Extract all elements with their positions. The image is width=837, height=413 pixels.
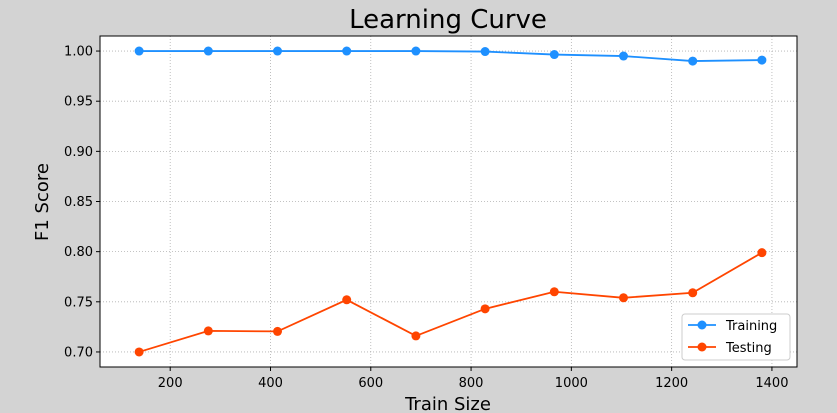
x-axis: 200 400 600 800 1000 1200 1400 <box>158 367 788 391</box>
y-tick-label: 0.85 <box>64 195 93 210</box>
testing-series <box>134 248 767 357</box>
x-tick-label: 800 <box>459 376 484 391</box>
training-point <box>757 55 767 65</box>
training-point <box>549 50 559 60</box>
testing-point <box>134 347 144 357</box>
training-point <box>342 46 352 56</box>
series-layer <box>134 46 767 357</box>
legend-testing-label: Testing <box>725 341 772 356</box>
y-tick-label: 1.00 <box>64 45 93 60</box>
training-point <box>273 46 283 56</box>
testing-point <box>619 293 629 303</box>
y-tick-label: 0.80 <box>64 245 93 260</box>
legend: Training Testing <box>681 313 791 361</box>
training-point <box>411 46 421 56</box>
training-point <box>480 47 490 57</box>
training-point <box>688 56 698 66</box>
testing-point <box>757 248 767 258</box>
testing-point <box>688 288 698 298</box>
training-series <box>134 46 767 66</box>
x-tick-label: 1000 <box>555 376 588 391</box>
legend-training-label: Training <box>725 319 777 334</box>
y-axis: 0.70 0.75 0.80 0.85 0.90 0.95 1.00 <box>64 45 100 360</box>
training-point <box>203 46 213 56</box>
testing-point <box>203 326 213 336</box>
y-tick-label: 0.95 <box>64 95 93 110</box>
y-tick-label: 0.90 <box>64 145 93 160</box>
testing-point <box>342 295 352 305</box>
testing-point <box>480 304 490 314</box>
training-point <box>619 51 629 61</box>
training-line <box>139 50 762 62</box>
x-tick-label: 600 <box>358 376 383 391</box>
x-tick-label: 400 <box>258 376 283 391</box>
y-tick-label: 0.70 <box>64 345 93 360</box>
training-point <box>134 46 144 56</box>
testing-point <box>411 331 421 341</box>
chart-title: Learning Curve <box>349 5 547 35</box>
y-tick-label: 0.75 <box>64 295 93 310</box>
testing-line <box>138 251 763 353</box>
x-tick-label: 1200 <box>655 376 688 391</box>
testing-point <box>549 287 559 297</box>
x-tick-label: 1400 <box>755 376 788 391</box>
x-axis-label: Train Size <box>404 394 491 413</box>
y-axis-label: F1 Score <box>32 163 53 241</box>
legend-training-marker <box>697 320 707 330</box>
x-tick-label: 200 <box>158 376 183 391</box>
testing-point <box>273 326 283 336</box>
legend-testing-marker <box>697 342 707 352</box>
